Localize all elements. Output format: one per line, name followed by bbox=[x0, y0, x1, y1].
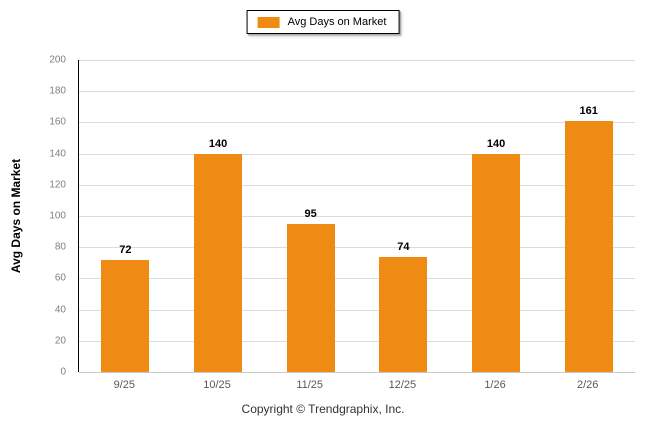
bar-value-label: 140 bbox=[486, 137, 506, 150]
bar-value-label: 72 bbox=[119, 243, 132, 256]
gridline bbox=[79, 216, 635, 217]
legend-label: Avg Days on Market bbox=[287, 16, 387, 28]
y-tick-label: 180 bbox=[49, 85, 66, 97]
y-tick-label: 40 bbox=[54, 304, 66, 316]
x-tick-label: 11/25 bbox=[296, 379, 324, 391]
legend: Avg Days on Market bbox=[246, 10, 400, 34]
bar-value-label: 140 bbox=[208, 137, 228, 150]
gridline bbox=[79, 340, 635, 342]
gridline bbox=[79, 247, 635, 249]
bar[interactable] bbox=[564, 120, 613, 372]
y-tick-label: 140 bbox=[49, 148, 66, 160]
y-tick-label: 100 bbox=[49, 210, 66, 222]
gridline bbox=[79, 153, 635, 155]
x-tick-label: 9/25 bbox=[113, 379, 136, 391]
bar-value-label: 74 bbox=[397, 240, 410, 253]
gridline bbox=[79, 184, 635, 186]
gridline bbox=[79, 122, 635, 124]
x-axis-labels: 9/25 10/25 11/25 12/25 1/26 2/26 bbox=[78, 379, 634, 391]
gridline bbox=[79, 372, 635, 373]
y-tick-label: 200 bbox=[49, 54, 66, 66]
bar[interactable] bbox=[472, 153, 521, 372]
x-tick-label: 1/26 bbox=[484, 379, 506, 391]
gridline bbox=[79, 278, 635, 280]
x-tick-label: 10/25 bbox=[203, 379, 231, 391]
y-tick-label: 0 bbox=[60, 366, 66, 378]
bar-group: 140 bbox=[450, 60, 543, 372]
y-axis-title: Avg Days on Market bbox=[9, 158, 23, 274]
bar-group: 72 bbox=[79, 60, 172, 372]
bar-value-label: 161 bbox=[579, 104, 598, 117]
bar[interactable] bbox=[286, 223, 335, 372]
y-tick-label: 20 bbox=[54, 335, 66, 347]
y-tick-label: 80 bbox=[54, 241, 66, 253]
bar-value-label: 95 bbox=[304, 207, 317, 220]
bar-group: 161 bbox=[542, 60, 635, 372]
y-axis-ticks: 0 20 40 60 80 100 120 140 160 180 200 bbox=[38, 55, 72, 378]
bar[interactable] bbox=[379, 256, 428, 372]
legend-swatch bbox=[257, 16, 280, 28]
x-tick-label: 12/25 bbox=[388, 379, 417, 391]
bar-group: 95 bbox=[264, 60, 357, 372]
x-tick-label: 2/26 bbox=[576, 379, 599, 391]
plot-area: 72 140 95 74 140 161 bbox=[78, 60, 635, 373]
gridline bbox=[79, 309, 635, 311]
bar[interactable] bbox=[194, 153, 242, 372]
y-tick-label: 160 bbox=[49, 116, 66, 128]
bar-series: 72 140 95 74 140 161 bbox=[79, 60, 635, 372]
bar-group: 74 bbox=[357, 60, 450, 372]
y-tick-label: 120 bbox=[49, 179, 66, 191]
bar-group: 140 bbox=[172, 60, 265, 372]
gridline bbox=[79, 60, 635, 61]
y-tick-label: 60 bbox=[54, 272, 66, 284]
bar[interactable] bbox=[101, 259, 150, 372]
gridline bbox=[79, 91, 635, 93]
copyright: Copyright © Trendgraphix, Inc. bbox=[241, 402, 405, 416]
